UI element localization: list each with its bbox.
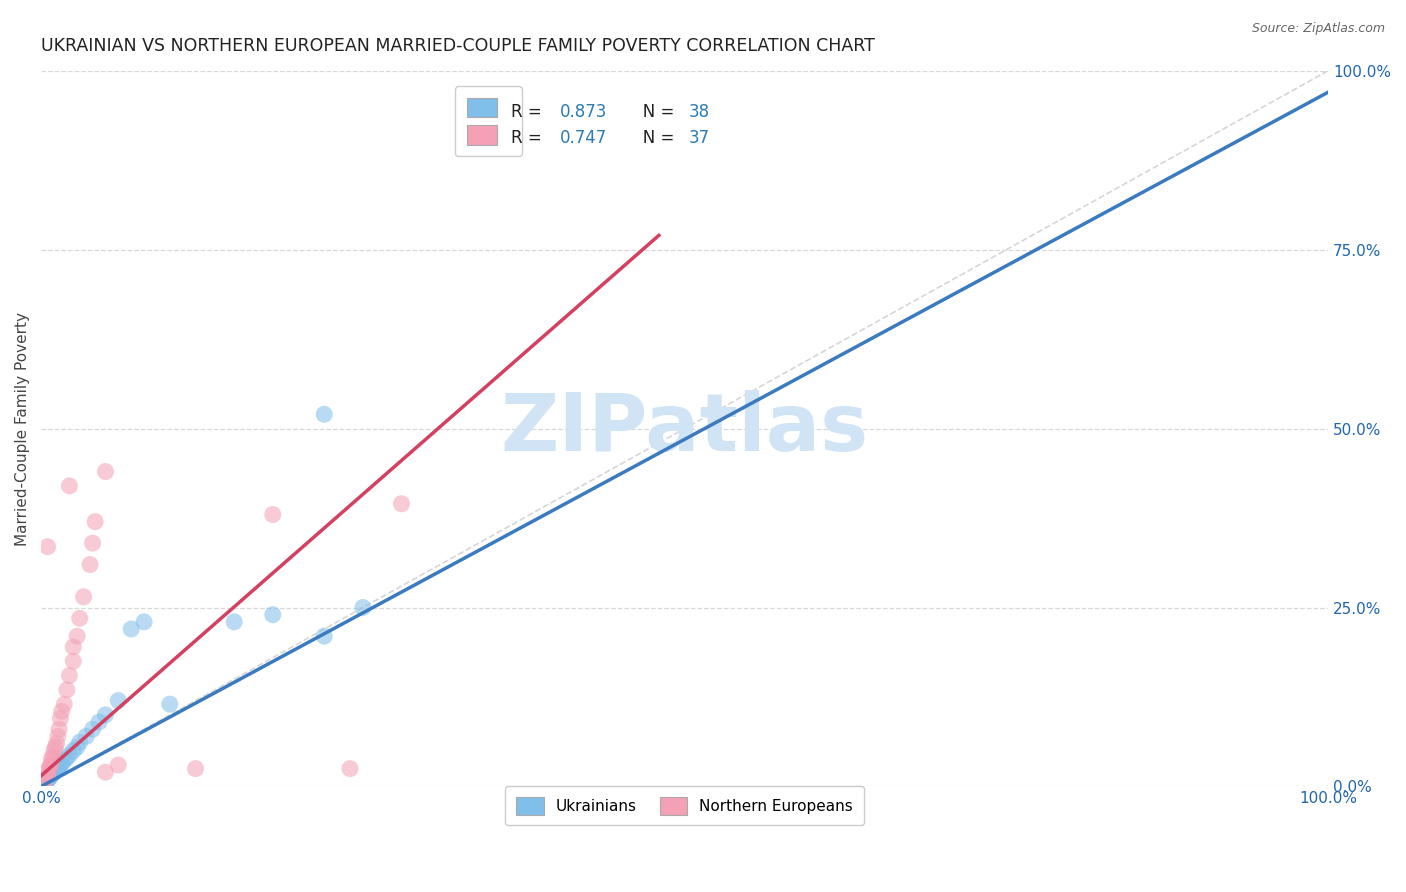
Point: [94, 465, 117, 479]
Point: [75, 730, 97, 744]
Point: [53, 697, 76, 711]
Point: [94, 765, 117, 780]
Text: 0.747: 0.747: [560, 129, 607, 147]
Point: [58, 668, 80, 682]
Point: [37, 540, 59, 554]
Point: [352, 600, 374, 615]
Point: [49, 758, 72, 772]
Point: [42, 744, 65, 758]
Text: R =: R =: [510, 103, 547, 121]
Y-axis label: Married-Couple Family Poverty: Married-Couple Family Poverty: [15, 311, 30, 546]
Point: [38, 762, 60, 776]
Text: ZIPatlas: ZIPatlas: [501, 390, 869, 467]
Point: [41, 749, 63, 764]
Point: [39, 770, 62, 784]
Point: [37, 772, 59, 787]
Point: [48, 723, 70, 737]
Point: [51, 756, 73, 771]
Point: [159, 697, 181, 711]
Point: [46, 730, 69, 744]
Text: N =: N =: [627, 129, 679, 147]
Point: [56, 751, 79, 765]
Point: [41, 766, 63, 780]
Point: [84, 515, 107, 529]
Point: [391, 497, 413, 511]
Point: [262, 607, 284, 622]
Point: [42, 765, 65, 780]
Point: [94, 707, 117, 722]
Point: [34, 773, 56, 788]
Point: [35, 773, 58, 788]
Text: 38: 38: [689, 103, 710, 121]
Text: Source: ZipAtlas.com: Source: ZipAtlas.com: [1251, 22, 1385, 36]
Point: [79, 558, 101, 572]
Point: [35, 774, 58, 789]
Point: [184, 762, 207, 776]
Point: [62, 744, 84, 758]
Point: [46, 761, 69, 775]
Text: UKRAINIAN VS NORTHERN EUROPEAN MARRIED-COUPLE FAMILY POVERTY CORRELATION CHART: UKRAINIAN VS NORTHERN EUROPEAN MARRIED-C…: [41, 37, 875, 55]
Point: [45, 737, 67, 751]
Point: [132, 615, 155, 629]
Text: 37: 37: [689, 129, 710, 147]
Point: [44, 764, 66, 778]
Point: [51, 704, 73, 718]
Point: [224, 615, 246, 629]
Point: [314, 407, 336, 421]
Point: [72, 590, 94, 604]
Point: [107, 693, 129, 707]
Point: [34, 775, 56, 789]
Point: [58, 479, 80, 493]
Text: N =: N =: [627, 103, 679, 121]
Point: [62, 654, 84, 668]
Point: [39, 759, 62, 773]
Point: [34, 776, 56, 790]
Point: [262, 508, 284, 522]
Point: [49, 711, 72, 725]
Point: [69, 735, 91, 749]
Point: [62, 640, 84, 654]
Point: [38, 771, 60, 785]
Point: [66, 740, 89, 755]
Point: [56, 682, 79, 697]
Point: [48, 759, 70, 773]
Point: [66, 629, 89, 643]
Point: [41, 752, 63, 766]
Point: [314, 629, 336, 643]
Point: [58, 747, 80, 762]
Point: [107, 758, 129, 772]
Point: [41, 768, 63, 782]
Point: [87, 714, 110, 729]
Point: [32, 776, 55, 790]
Point: [82, 536, 104, 550]
Legend: Ukrainians, Northern Europeans: Ukrainians, Northern Europeans: [505, 787, 863, 825]
Point: [339, 762, 361, 776]
Point: [41, 756, 63, 771]
Point: [35, 771, 58, 785]
Point: [82, 723, 104, 737]
Point: [44, 740, 66, 755]
Text: 0.873: 0.873: [560, 103, 607, 121]
Point: [39, 769, 62, 783]
Point: [32, 776, 55, 790]
Text: R =: R =: [510, 129, 547, 147]
Point: [120, 622, 142, 636]
Point: [69, 611, 91, 625]
Point: [37, 765, 59, 780]
Point: [53, 754, 76, 768]
Point: [45, 762, 67, 776]
Point: [37, 769, 59, 783]
Point: [37, 772, 59, 787]
